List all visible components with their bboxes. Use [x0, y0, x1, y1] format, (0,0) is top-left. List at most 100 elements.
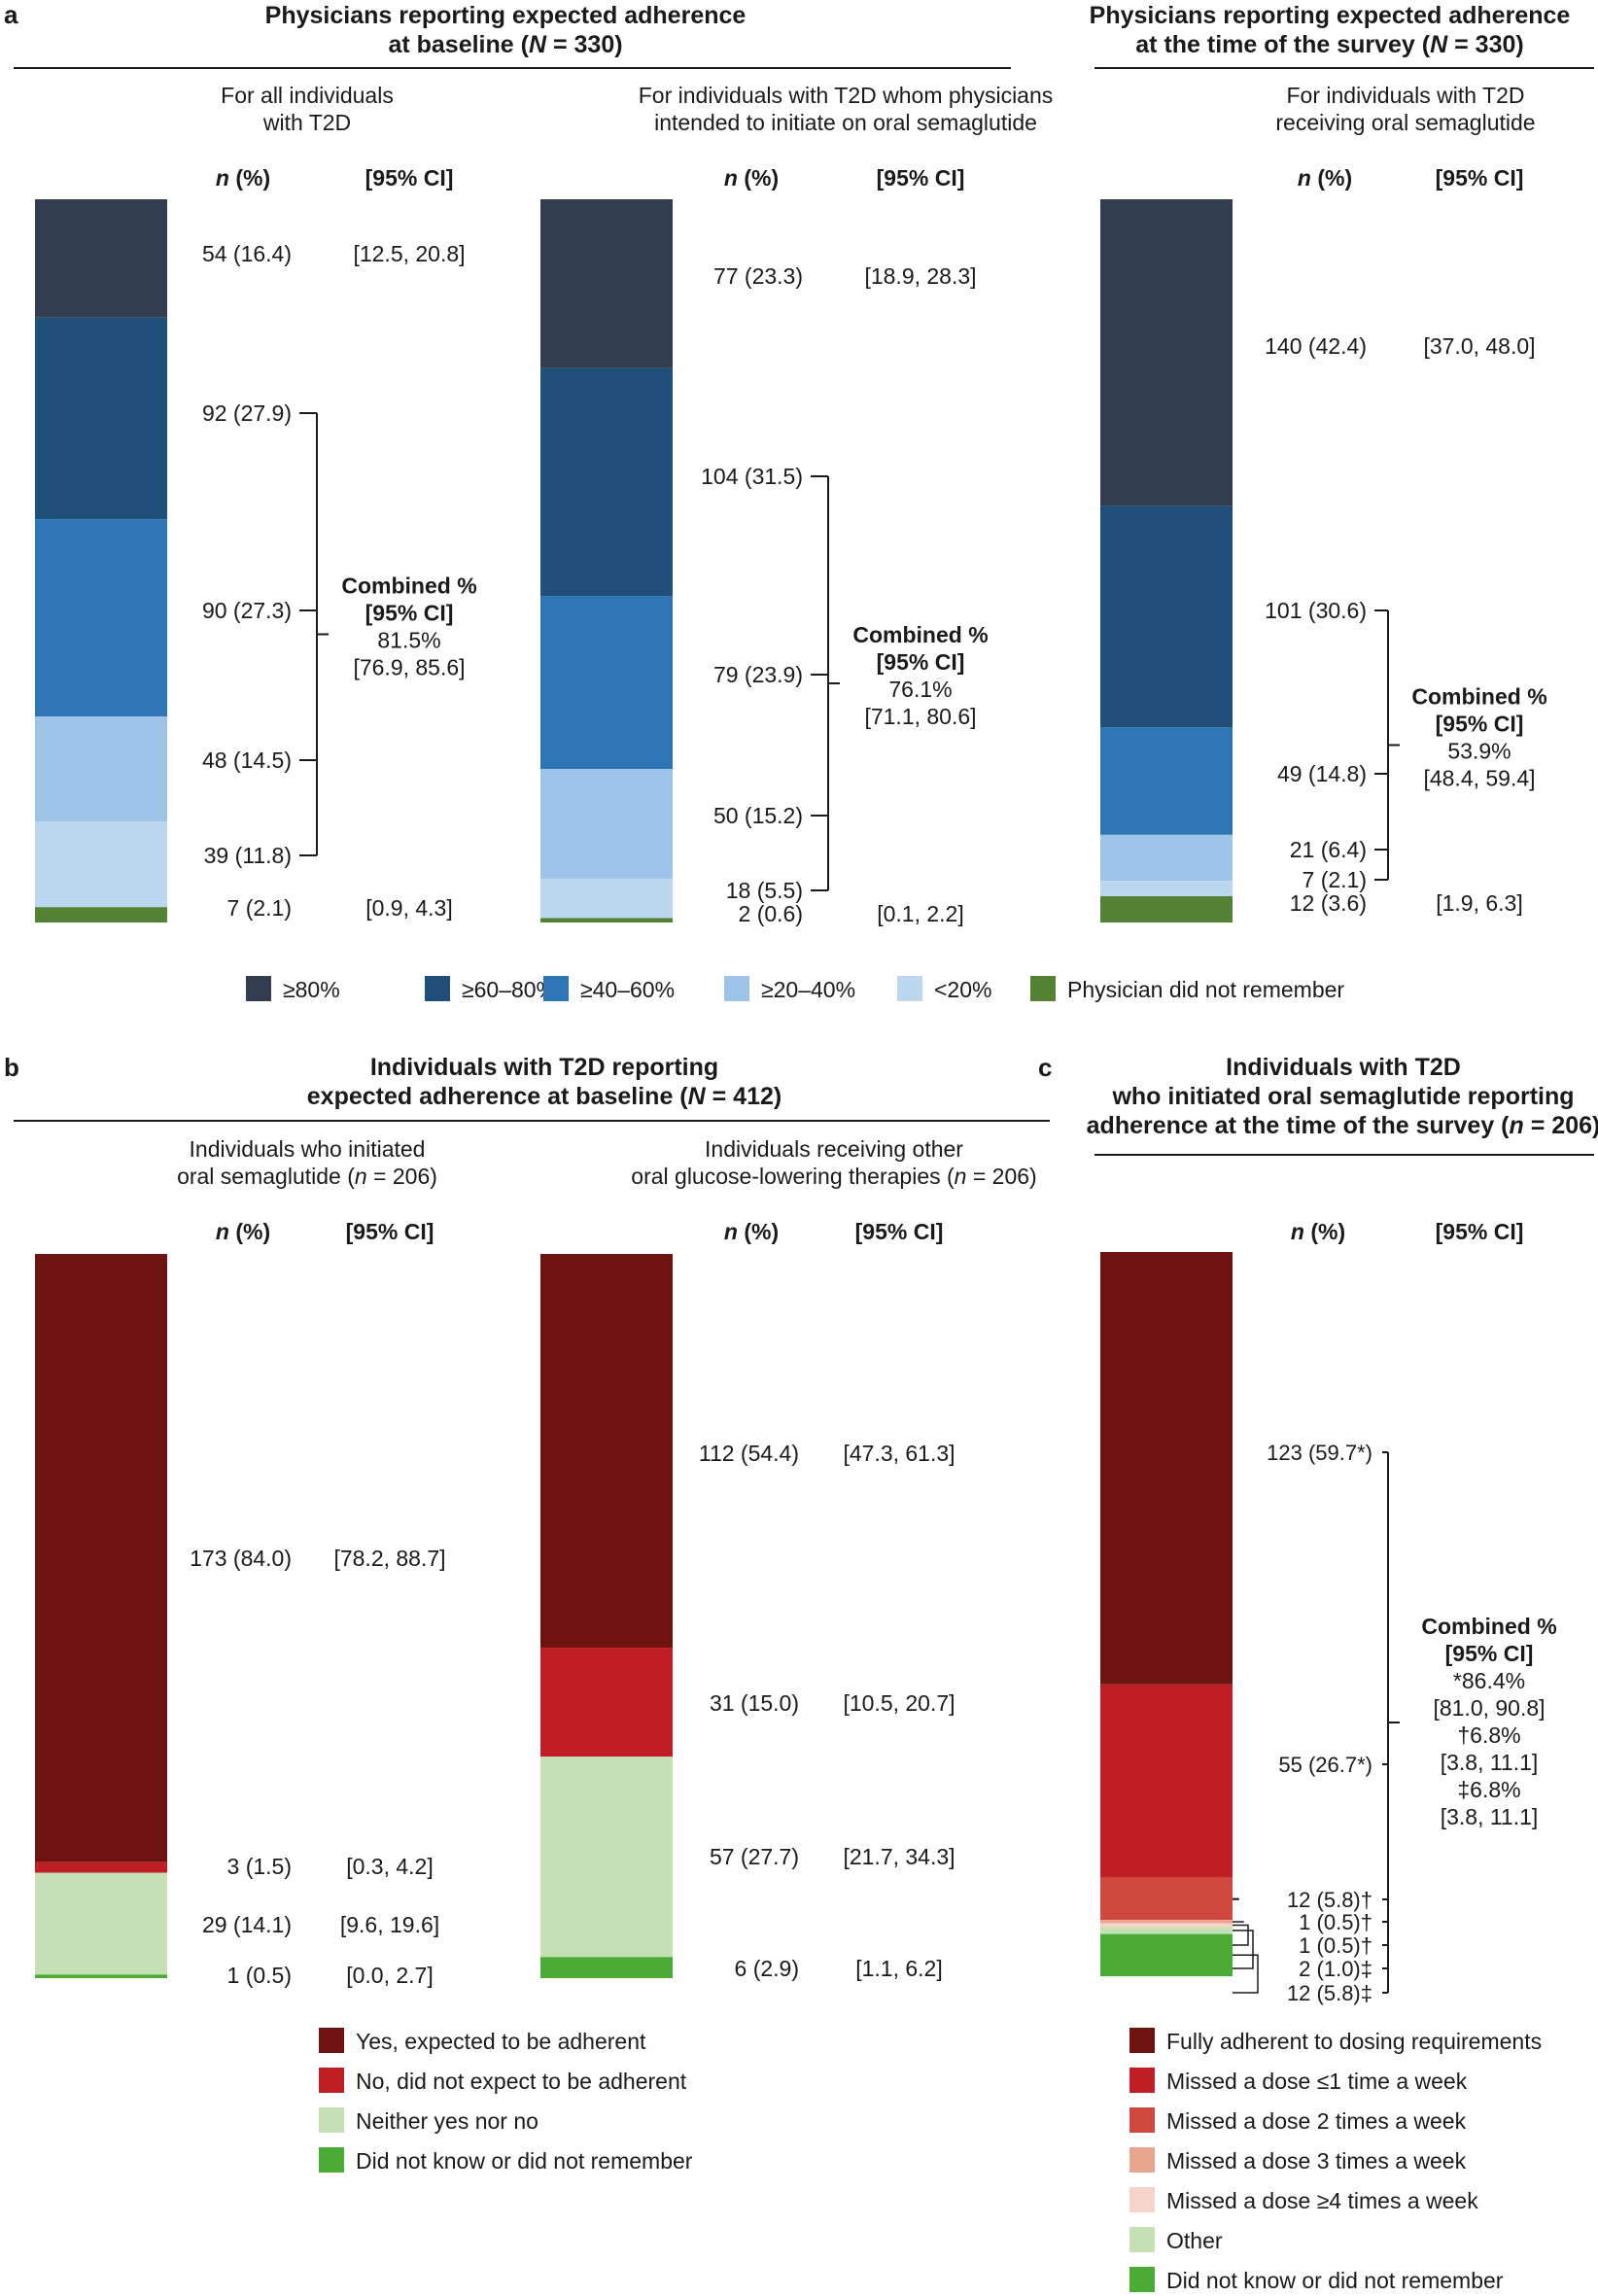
- panel-b-chart2-segment-1: [540, 1254, 673, 1649]
- panel-c-combined-line-3: *86.4%: [1453, 1668, 1525, 1693]
- panel-a-left-title-line2: at baseline (N = 330): [388, 31, 622, 58]
- panel-a-chart2-ci-1: [18.9, 28.3]: [864, 263, 976, 289]
- panel-b-chart1-subtitle-line1: Individuals who initiated: [190, 1136, 426, 1162]
- panel-c-combined-line-2: [95% CI]: [1445, 1641, 1534, 1666]
- panel-a-chart1-label-5: 39 (11.8): [204, 843, 292, 868]
- panel-c-label-6: 2 (1.0)‡: [1299, 1957, 1372, 1981]
- panel-a-chart1-segment-4: [35, 716, 167, 822]
- panel-c-combined-line-6: [3.8, 11.1]: [1441, 1750, 1539, 1775]
- panel-a-chart3-header-n: n (%): [1298, 165, 1352, 191]
- panel-c-label-1: 123 (59.7*): [1267, 1441, 1372, 1465]
- panel-a-chart2-subtitle-line1: For individuals with T2D whom physicians: [639, 83, 1054, 108]
- panel-a-chart2-header-n: n (%): [724, 165, 779, 191]
- legend-a-label-5: <20%: [934, 977, 991, 1002]
- panel-c-label-3: 12 (5.8)†: [1287, 1888, 1372, 1912]
- panel-a-chart2-bracket: [811, 475, 840, 891]
- legend-b-swatch-1: [319, 2028, 344, 2053]
- legend-c-label-3: Missed a dose 2 times a week: [1166, 2108, 1467, 2134]
- panel-a-chart1-segment-6: [35, 907, 167, 922]
- legend-c-label-7: Did not know or did not remember: [1166, 2268, 1504, 2293]
- panel-b-chart2-label-4: 6 (2.9): [735, 1956, 799, 1981]
- panel-b-chart1-header-n: n (%): [216, 1219, 270, 1244]
- panel-b-chart1-ci-3: [9.6, 19.6]: [340, 1912, 439, 1937]
- panel-a-chart1-segment-5: [35, 821, 167, 908]
- panel-b-chart1-segment-3: [35, 1872, 167, 1975]
- panel-a-chart3-label-1: 140 (42.4): [1265, 333, 1367, 359]
- panel-b-chart2-subtitle-line2: oral glucose-lowering therapies (n = 206…: [631, 1164, 1036, 1189]
- panel-a-chart1-ci-1: [12.5, 20.8]: [353, 241, 465, 266]
- panel-a-chart2-segment-4: [540, 769, 673, 879]
- panel-b-chart2-label-1: 112 (54.4): [699, 1441, 799, 1466]
- panel-a-chart3-combined-value: 53.9%: [1447, 739, 1511, 764]
- legend-c-label-6: Other: [1166, 2228, 1223, 2253]
- legend-b-swatch-3: [319, 2107, 344, 2133]
- panel-a-chart1-segment-1: [35, 199, 167, 318]
- legend-c-label-5: Missed a dose ≥4 times a week: [1166, 2188, 1478, 2213]
- legend-c-swatch-1: [1129, 2028, 1155, 2053]
- legend-a-label-1: ≥80%: [283, 977, 340, 1002]
- panel-c-combined-line-4: [81.0, 90.8]: [1433, 1695, 1545, 1721]
- panel-a-chart3-segment-6: [1100, 895, 1233, 922]
- panel-c-combined-line-7: ‡6.8%: [1457, 1777, 1520, 1802]
- legend-b-label-2: No, did not expect to be adherent: [356, 2069, 687, 2094]
- panel-a-chart1-label-1: 54 (16.4): [202, 241, 292, 266]
- legend-a-label-4: ≥20–40%: [761, 977, 855, 1002]
- panel-b-chart1-label-3: 29 (14.1): [202, 1912, 292, 1937]
- panel-a-chart2-label-6: 2 (0.6): [739, 901, 803, 926]
- legend-c-swatch-5: [1129, 2187, 1155, 2212]
- legend-c-label-4: Missed a dose 3 times a week: [1166, 2148, 1467, 2174]
- panel-b-chart1-subtitle-line2: oral semaglutide (n = 206): [177, 1164, 437, 1189]
- panel-a-chart1-label-4: 48 (14.5): [202, 748, 292, 773]
- panel-b-chart1-label-1: 173 (84.0): [190, 1546, 292, 1571]
- legend-c-swatch-2: [1129, 2068, 1155, 2093]
- panel-b-title-line1: Individuals with T2D reporting: [370, 1054, 718, 1081]
- panel-a-chart1-combined-heading: Combined %: [341, 574, 476, 599]
- legend-a-label-3: ≥40–60%: [580, 977, 675, 1002]
- panel-a-chart1-segment-3: [35, 519, 167, 717]
- panel-a-chart2-segment-5: [540, 878, 673, 919]
- panel-a-chart3-segment-2: [1100, 505, 1233, 728]
- legend-b-label-4: Did not know or did not remember: [356, 2148, 693, 2174]
- panel-c-bracket: [1382, 1451, 1400, 1994]
- panel-b-chart2-subtitle-line1: Individuals receiving other: [705, 1136, 963, 1162]
- panel-c-chart-segment-4: [1100, 1920, 1233, 1924]
- legend-c-label-1: Fully adherent to dosing requirements: [1166, 2029, 1542, 2054]
- panel-c-chart-segment-7: [1100, 1933, 1233, 1976]
- panel-b-chart2-segment-3: [540, 1757, 673, 1958]
- legend-a-swatch-4: [724, 976, 749, 1001]
- legend-a-swatch-1: [246, 976, 271, 1001]
- panel-a-chart2-label-5: 18 (5.5): [726, 878, 803, 903]
- panel-b-chart2-ci-2: [10.5, 20.7]: [843, 1690, 955, 1716]
- panel-a-chart1-header-n: n (%): [216, 165, 270, 191]
- panel-a-chart2-segment-6: [540, 918, 673, 922]
- panel-b-chart2-ci-3: [21.7, 34.3]: [843, 1844, 955, 1869]
- panel-a-chart1-combined-value: 81.5%: [377, 628, 440, 653]
- panel-b-chart2-segment-4: [540, 1957, 673, 1978]
- panel-a-chart2-header-ci: [95% CI]: [877, 165, 965, 191]
- panel-c-header-ci: [95% CI]: [1436, 1219, 1524, 1244]
- panel-b-chart2-label-3: 57 (27.7): [710, 1844, 799, 1869]
- legend-a-swatch-6: [1030, 976, 1056, 1001]
- legend-a-label-2: ≥60–80%: [462, 977, 556, 1002]
- legend-c-label-2: Missed a dose ≤1 time a week: [1166, 2069, 1468, 2094]
- panel-a-chart1-subtitle-line1: For all individuals: [221, 83, 394, 108]
- panel-a-chart1-ci-6: [0.9, 4.3]: [365, 895, 453, 921]
- panel-c-combined-line-8: [3.8, 11.1]: [1441, 1804, 1539, 1829]
- panel-b-chart2-label-2: 31 (15.0): [710, 1690, 799, 1716]
- legend-b-label-1: Yes, expected to be adherent: [356, 2029, 646, 2054]
- panel-b-chart1-ci-4: [0.0, 2.7]: [346, 1963, 434, 1988]
- panel-c-combined-line-1: Combined %: [1421, 1614, 1556, 1639]
- panel-b-chart1-label-2: 3 (1.5): [227, 1854, 292, 1879]
- panel-a-chart2-label-3: 79 (23.9): [713, 662, 803, 687]
- panel-a-chart3-label-2: 101 (30.6): [1265, 598, 1367, 623]
- panel-c-chart-segment-1: [1100, 1252, 1233, 1685]
- panel-b-chart2-segment-2: [540, 1648, 673, 1757]
- panel-a-chart1-header-ci: [95% CI]: [365, 165, 454, 191]
- panel-b-chart2-header-n: n (%): [724, 1219, 779, 1244]
- legend-b-swatch-2: [319, 2068, 344, 2093]
- legend-c-swatch-3: [1129, 2107, 1155, 2133]
- panel-a-chart1-combined-ci: [76.9, 85.6]: [353, 655, 465, 680]
- panel-b-chart2-header-ci: [95% CI]: [855, 1219, 944, 1244]
- panel-a-chart2-combined-value: 76.1%: [888, 677, 952, 702]
